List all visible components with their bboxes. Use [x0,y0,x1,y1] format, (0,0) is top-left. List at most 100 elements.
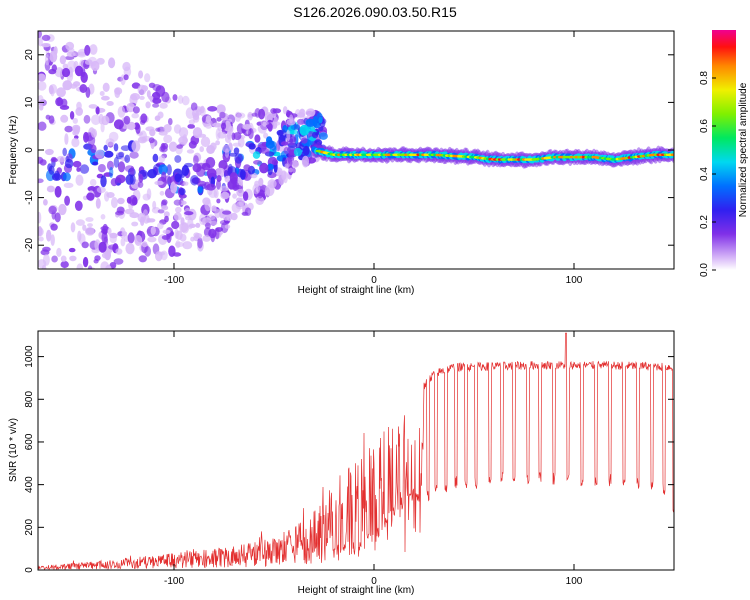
y-tick-label: 10 [24,96,35,108]
spectrogram-blob [141,241,148,248]
spectrogram-blob [318,126,324,131]
colorbar-gradient [712,30,736,270]
spectrogram-blob [232,181,240,191]
spectrogram-blob [81,276,91,285]
spectrogram-blob [265,139,275,149]
spectrogram-blob [54,170,60,181]
spectrogram-blob [84,44,91,56]
spectrogram-blob [157,222,164,230]
spectrogram-blob [144,246,152,257]
spectrogram-blob [138,255,147,263]
spectrogram-blob [118,151,124,158]
spectrogram-blob [184,211,194,216]
spectrogram-blob [187,124,195,129]
spectrogram-blob [255,196,265,205]
spectrogram-blob [103,144,108,151]
spectrogram-blob [145,126,155,132]
spectrogram-blob [212,122,222,128]
spectrogram-blob [108,131,119,142]
spectrogram-blob [177,95,184,104]
spectrogram-blob [241,211,249,216]
spectrogram-blob [39,159,47,166]
spectrogram-blob [233,132,242,141]
spectrogram-blob [87,223,93,228]
spectrogram-blob [142,193,151,201]
spectrogram-blob [109,262,117,269]
spectrogram-blob [161,91,170,103]
spectrogram-blob [286,109,291,118]
spectrogram-blob [211,205,217,212]
spectrogram-xlabel: Height of straight line (km) [298,285,415,296]
spectrogram-blob [220,191,230,200]
spectrogram-blob [61,67,71,78]
colorbar-tick-label: 0.4 [699,167,710,181]
spectrogram-blob [297,118,305,125]
spectrogram-blob [129,151,139,159]
snr-ylabel: SNR (10 * v/v) [8,418,19,482]
spectrogram-blob [137,136,148,144]
spectrogram-blob [175,230,183,240]
spectrogram-blob [234,153,243,164]
spectrogram-blob [134,235,143,246]
spectrogram-blob [109,232,118,239]
spectrogram-blob [181,165,190,176]
spectrogram-blob [152,103,160,108]
spectrogram-blob [215,128,221,141]
spectrogram-blob [71,137,80,148]
spectrogram-blob [302,145,310,156]
spectrogram-blob [200,136,211,148]
spectrogram-blob [46,185,56,193]
spectrogram-blob [197,186,203,194]
spectrogram-blob [301,155,309,168]
spectrogram-blob [126,196,132,204]
spectrogram-blob [79,84,88,93]
spectrogram-blob [226,118,233,123]
spectrogram-blob [252,183,261,195]
spectrogram-blob [117,161,126,173]
spectrogram-blob [173,199,182,206]
spectrogram-blob [43,199,48,206]
spectrogram-blob [48,165,55,175]
spectrogram-blob [124,208,135,215]
x-tick-label: 100 [566,275,583,286]
spectrogram-blob [154,180,164,186]
spectrogram-blob [202,235,211,242]
spectrogram-blob [290,124,300,131]
spectrogram-blob [115,210,124,216]
spectrogram-blob [139,95,145,100]
spectrogram-blob [87,265,93,269]
spectrogram-blob [76,101,82,111]
colorbar-ticks: 0.0 0.2 0.4 0.6 0.8 [699,71,716,277]
spectrogram-blob [41,43,51,48]
spectrogram-blob [38,95,44,107]
colorbar-tick-label: 0.6 [699,119,710,133]
spectrogram-blob [176,144,183,149]
spectrogram-blob [83,273,92,279]
spectrogram-blob [76,263,84,269]
spectrogram-blob [222,144,231,153]
spectrogram-blob [91,114,101,126]
spectrogram-blob [46,271,56,277]
spectrogram-blob [60,114,69,123]
spectrogram-blob [172,94,178,101]
spectrogram-blob [45,148,54,156]
spectrogram-blob [182,241,193,250]
x-tick-label: 100 [566,576,583,587]
y-tick-label: -10 [24,190,35,205]
spectrogram-blob [158,131,168,136]
spectrogram-blob [229,172,238,183]
spectrogram-blob [316,112,323,124]
spectrogram-blob [113,119,124,130]
spectrogram-blob [192,114,200,123]
spectrogram-blob [170,181,178,194]
spectrogram-blob [204,119,213,129]
spectrogram-blob [106,192,115,198]
spectrogram-blob [51,156,57,162]
spectrogram-blob [257,124,268,134]
spectrogram-blob [257,184,268,193]
spectrogram-blob [113,258,124,265]
spectrogram-blob [163,134,173,144]
